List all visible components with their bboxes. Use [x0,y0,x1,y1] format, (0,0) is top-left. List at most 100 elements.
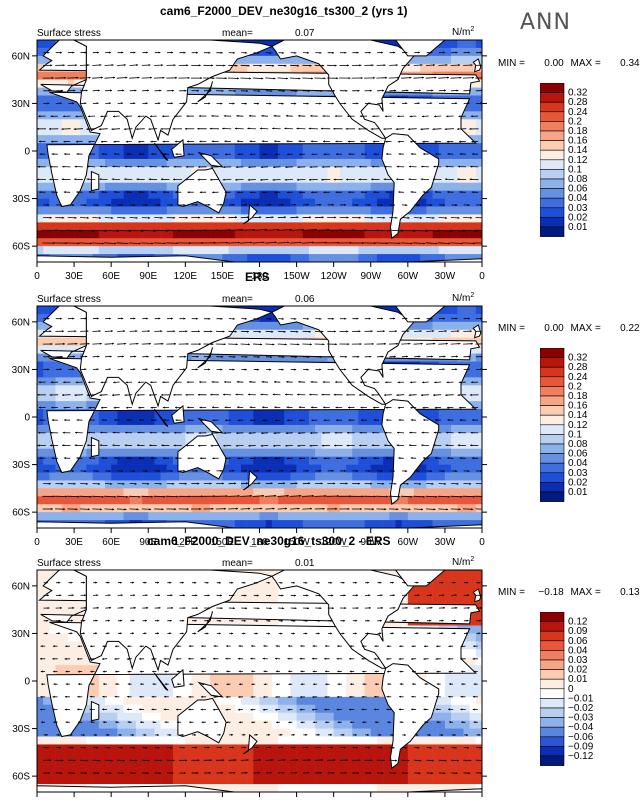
field-cell [167,222,173,230]
field-cell [99,488,105,496]
field-cell [470,48,476,56]
field-cell [457,417,463,425]
field-cell [204,480,210,488]
field-cell [476,465,482,473]
field-cell [56,377,62,385]
field-cell [93,488,99,496]
field-cell [241,207,247,215]
field-cell [303,167,309,175]
field-cell [56,119,62,127]
field-cell [68,222,74,230]
field-cell [346,238,352,246]
field-cell [463,385,469,393]
field-cell [111,151,117,159]
field-cell [130,159,136,167]
field-cell [117,167,123,175]
field-cell [451,322,457,330]
x-tick-label: 90E [139,271,157,282]
field-cell [210,488,216,496]
x-tick-label: 0 [34,271,40,282]
field-cell [303,175,309,183]
field-cell [148,246,154,254]
field-cell [327,441,333,449]
field-cell [433,199,439,207]
field-cell [185,214,191,222]
field-cell [74,488,80,496]
field-cell [414,322,420,330]
field-cell [179,214,185,222]
field-cell [124,222,130,230]
field-cell [334,417,340,425]
field-cell [241,433,247,441]
field-cell [142,441,148,449]
field-cell [476,441,482,449]
field-cell [334,222,340,230]
field-cell [290,417,296,425]
field-cell [117,417,123,425]
field-cell [451,433,457,441]
field-cell [167,238,173,246]
field-cell [414,473,420,481]
field-cell [457,183,463,191]
field-cell [74,199,80,207]
field-cell [37,167,43,175]
field-cell [192,480,198,488]
field-cell [253,480,259,488]
field-cell [62,246,68,254]
field-cell [389,246,395,254]
field-cell [37,441,43,449]
field-cell [247,449,253,457]
field-cell [371,473,377,481]
field-cell [272,151,278,159]
field-cell [439,183,445,191]
field-cell [278,417,284,425]
field-cell [352,214,358,222]
field-cell [266,417,272,425]
field-cell [68,246,74,254]
field-cell [37,214,43,222]
field-cell [315,441,321,449]
field-cell [371,175,377,183]
field-cell [470,441,476,449]
field-cell [445,143,451,151]
field-cell [451,441,457,449]
field-cell [148,183,154,191]
field-cell [49,473,55,481]
field-cell [235,183,241,191]
field-cell [340,417,346,425]
field-cell [272,457,278,465]
y-tick-label: 60N [12,51,30,62]
field-cell [124,151,130,159]
field-cell [136,465,142,473]
field-cell [198,473,204,481]
field-cell [297,433,303,441]
field-cell [142,183,148,191]
field-cell [321,417,327,425]
field-cell [260,425,266,433]
field-cell [222,417,228,425]
field-cell [371,222,377,230]
field-cell [463,417,469,425]
field-cell [148,230,154,238]
field-cell [309,417,315,425]
field-cell [49,111,55,119]
field-cell [130,441,136,449]
field-cell [414,222,420,230]
field-cell [402,254,408,262]
field-cell [463,425,469,433]
field-cell [445,207,451,215]
field-cell [229,183,235,191]
field-cell [334,449,340,457]
field-cell [327,449,333,457]
field-cell [68,238,74,246]
field-cell [315,409,321,417]
field-cell [272,199,278,207]
field-cell [185,159,191,167]
field-cell [111,246,117,254]
field-cell [439,207,445,215]
x-tick-label: 30W [435,271,456,282]
field-cell [346,222,352,230]
panel-variable-label: Surface stress [37,28,101,39]
field-cell [340,246,346,254]
